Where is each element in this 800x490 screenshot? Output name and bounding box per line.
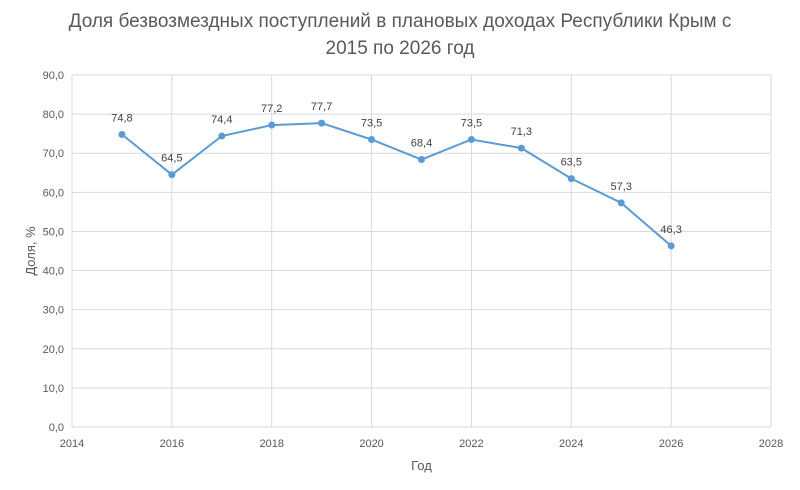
data-series (118, 119, 675, 250)
data-label: 77,7 (311, 101, 332, 113)
data-point (218, 132, 226, 140)
y-tick-label: 50,0 (43, 226, 64, 238)
x-tick-label: 2024 (559, 438, 583, 450)
y-tick-label: 60,0 (43, 187, 64, 199)
data-label: 71,3 (511, 126, 532, 138)
data-label: 77,2 (261, 103, 282, 115)
data-point (418, 155, 425, 163)
chart-title-line-2: 2015 по 2026 год (325, 38, 475, 59)
chart-title: Доля безвозмездных поступлений в плановы… (40, 8, 760, 62)
y-tick-label: 40,0 (43, 266, 64, 278)
axes: 0,0 10,0 20,0 30,0 40,0 50,0 60,0 70,0 80,0 90,0 2… (43, 70, 784, 450)
x-tick-label: 2028 (759, 438, 783, 450)
data-point (667, 242, 675, 250)
data-point (168, 171, 176, 179)
y-tick-label: 0,0 (49, 422, 64, 434)
gridlines (71, 74, 772, 428)
data-label: 73,5 (361, 118, 382, 130)
data-label: 46,3 (660, 224, 681, 236)
data-point (567, 175, 575, 183)
y-tick-label: 70,0 (43, 148, 64, 160)
x-tick-label: 2026 (659, 438, 683, 450)
data-label: 64,5 (161, 153, 182, 165)
x-axis-label: Год (411, 458, 432, 473)
x-tick-label: 2014 (60, 438, 84, 450)
data-label: 74,4 (211, 114, 232, 126)
data-point (268, 121, 276, 129)
y-tick-label: 90,0 (43, 70, 64, 82)
data-label: 74,8 (111, 112, 132, 124)
y-tick-label: 80,0 (43, 109, 64, 121)
data-point (517, 144, 525, 152)
data-label: 73,5 (461, 118, 482, 130)
data-point (368, 136, 376, 144)
data-label: 57,3 (611, 181, 632, 193)
series-line (121, 122, 672, 247)
chart-title-line-1: Доля безвозмездных поступлений в плановы… (68, 11, 732, 32)
data-point (617, 199, 625, 207)
data-label: 68,4 (411, 137, 432, 149)
data-labels: 74,8 64,5 74,4 77,2 77,7 73,5 68,4 73,5 71,3 63,5… (111, 101, 682, 236)
data-point (318, 119, 326, 127)
y-axis-label: Доля, % (23, 226, 38, 276)
data-label: 63,5 (561, 157, 582, 169)
x-tick-label: 2018 (259, 438, 283, 450)
data-point (118, 130, 126, 138)
y-tick-label: 20,0 (43, 344, 64, 356)
x-tick-label: 2020 (359, 438, 383, 450)
x-tick-label: 2016 (160, 438, 184, 450)
y-tick-label: 30,0 (43, 305, 64, 317)
y-tick-label: 10,0 (43, 383, 64, 395)
data-point (467, 136, 475, 144)
x-tick-label: 2022 (459, 438, 483, 450)
